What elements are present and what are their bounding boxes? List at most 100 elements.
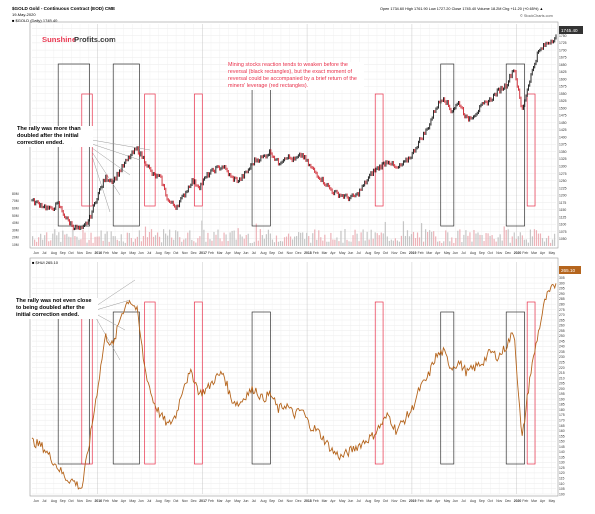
volume-bar <box>489 235 491 246</box>
gold-month-label: Jul <box>252 251 257 255</box>
bottom-annotation: The rally was not even close to being do… <box>16 298 98 319</box>
volume-bar <box>338 241 340 246</box>
fan-line <box>95 313 126 331</box>
hui-month-label: Aug <box>470 499 476 503</box>
hui-month-label: Jul <box>252 499 257 503</box>
volume-bar <box>259 229 261 246</box>
gold-month-label: Jun <box>138 251 144 255</box>
hui-month-label: Jul <box>42 499 47 503</box>
volume-bar <box>249 242 251 246</box>
volume-bar <box>148 231 151 246</box>
volume-bar <box>330 232 332 246</box>
fan-line <box>91 151 121 196</box>
hui-tick-label: 150 <box>559 440 565 444</box>
gold-month-label: Nov <box>182 251 188 255</box>
volume-bar <box>173 239 175 246</box>
volume-bar <box>152 236 155 246</box>
volume-bar <box>177 231 179 246</box>
volume-tick-label: 10M <box>12 243 19 247</box>
volume-bar <box>312 233 314 246</box>
volume-bar <box>199 236 201 246</box>
gold-tick-label: 1500 <box>559 106 567 110</box>
hui-tick-label: 120 <box>559 471 565 475</box>
volume-bar <box>219 238 221 246</box>
hui-tick-label: 195 <box>559 392 565 396</box>
volume-bar <box>302 232 304 246</box>
hui-month-label: Jun <box>138 499 144 503</box>
volume-bar <box>106 231 108 246</box>
volume-bar <box>134 238 136 246</box>
gold-month-label: Apr <box>330 251 336 255</box>
ohlc-readout: Open 1734.60 High 1761.90 Low 1727.20 Cl… <box>380 7 543 11</box>
volume-y-axis: 10M 20M 30M 40M 50M 60M 70M 80M <box>12 192 19 247</box>
gold-month-label: Aug <box>470 251 476 255</box>
hui-month-label: Feb <box>418 499 424 503</box>
volume-bar <box>144 226 147 246</box>
volume-bar <box>261 235 263 246</box>
gold-month-label: Mar <box>112 251 119 255</box>
volume-bar <box>392 240 394 246</box>
volume-bar <box>279 240 282 246</box>
volume-bar <box>515 238 517 246</box>
volume-bar <box>267 229 269 246</box>
volume-bar <box>483 241 485 246</box>
volume-bar <box>465 230 467 246</box>
hui-tick-label: 215 <box>559 371 565 375</box>
hui-tick-label: 130 <box>559 461 565 465</box>
volume-bar <box>215 234 217 246</box>
volume-bar <box>183 239 185 246</box>
volume-bar <box>165 233 167 246</box>
black-rectangle <box>112 63 140 227</box>
volume-bar <box>36 241 38 246</box>
volume-bar <box>404 235 407 246</box>
volume-bar <box>217 229 219 246</box>
volume-bar <box>281 241 284 246</box>
highlight-rectangles <box>57 63 536 465</box>
volume-bar <box>362 229 364 246</box>
legend-hui: ■ $HUI 265.10 <box>32 260 59 265</box>
gold-month-label: 2019 <box>409 251 417 255</box>
volume-bar <box>380 232 382 246</box>
volume-bar <box>310 242 312 246</box>
volume-bar <box>348 241 350 246</box>
volume-bar <box>56 235 58 246</box>
brand-left: Sunshine <box>42 35 76 44</box>
volume-bar <box>545 238 548 246</box>
volume-bar <box>336 237 338 246</box>
hui-month-label: Aug <box>51 499 57 503</box>
volume-bar <box>370 229 372 246</box>
brand-logo: Sunshine Profits.com <box>42 35 116 44</box>
volume-bar <box>231 230 233 246</box>
volume-bar <box>342 242 344 246</box>
volume-bar <box>487 233 489 246</box>
hui-month-label: Jun <box>243 499 249 503</box>
gold-month-label: Sep <box>269 251 275 255</box>
hui-month-label: Nov <box>391 499 397 503</box>
volume-bar <box>287 233 290 246</box>
volume-tick-label: 30M <box>12 228 19 232</box>
hui-tick-label: 155 <box>559 434 565 438</box>
volume-bar <box>388 240 390 246</box>
hui-tick-label: 210 <box>559 376 565 380</box>
volume-bar <box>352 235 354 246</box>
hui-tick-label: 275 <box>559 308 565 312</box>
volume-bar <box>414 238 417 246</box>
volume-bar <box>408 236 411 246</box>
gold-tick-label: 1200 <box>559 194 567 198</box>
hui-month-label: Mar <box>426 499 433 503</box>
hui-tick-label: 260 <box>559 324 565 328</box>
hui-month-label: Jul <box>147 499 152 503</box>
hui-month-label: Nov <box>496 499 502 503</box>
volume-bar <box>118 241 120 246</box>
volume-bar <box>86 242 88 246</box>
volume-bar <box>306 232 308 246</box>
volume-bar <box>169 229 171 246</box>
volume-bar <box>283 237 286 246</box>
volume-bar <box>58 232 60 246</box>
hui-tick-label: 305 <box>559 276 565 280</box>
gold-month-label: Dec <box>86 251 92 255</box>
volume-bar <box>326 241 328 246</box>
gold-month-label: Oct <box>488 251 493 255</box>
volume-bar <box>418 237 421 246</box>
volume-bar <box>382 233 384 246</box>
